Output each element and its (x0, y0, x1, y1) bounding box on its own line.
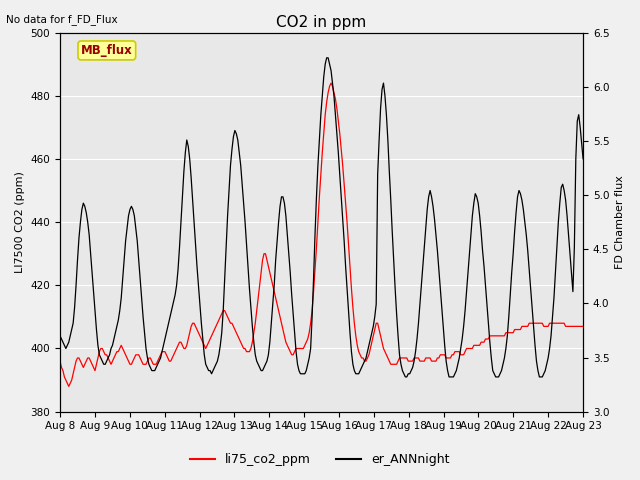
Y-axis label: LI7500 CO2 (ppm): LI7500 CO2 (ppm) (15, 171, 25, 273)
Title: CO2 in ppm: CO2 in ppm (276, 15, 367, 30)
Text: No data for f_FD_Flux: No data for f_FD_Flux (6, 14, 118, 25)
Legend: li75_co2_ppm, er_ANNnight: li75_co2_ppm, er_ANNnight (186, 448, 454, 471)
Text: MB_flux: MB_flux (81, 44, 132, 57)
Y-axis label: FD Chamber flux: FD Chamber flux (615, 175, 625, 269)
